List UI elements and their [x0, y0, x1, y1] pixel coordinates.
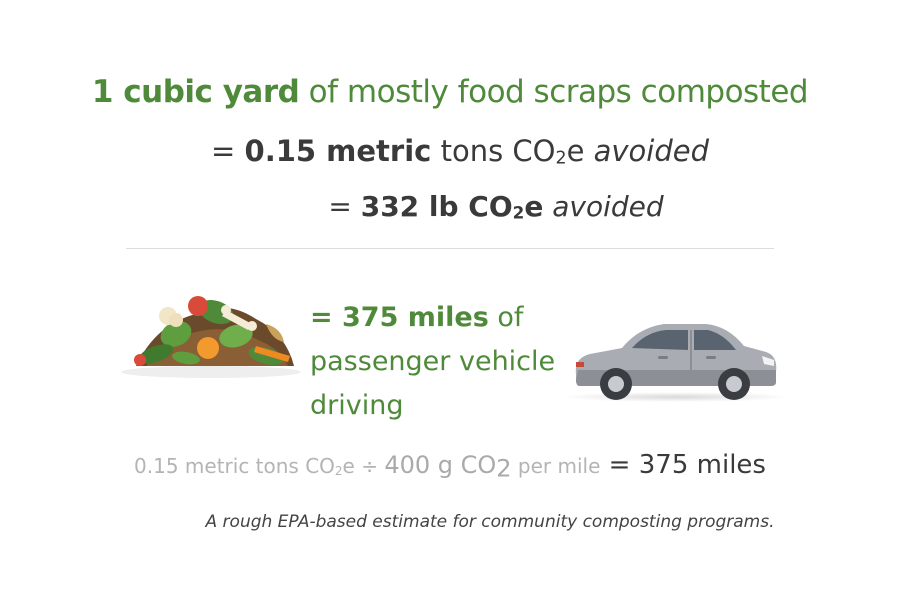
calculation-formula: 0.15 metric tons CO2e ÷ 400 g CO2 per mi…: [0, 450, 900, 483]
metric-tons-avoided: avoided: [584, 134, 710, 168]
headline: 1 cubic yard of mostly food scraps compo…: [0, 74, 900, 110]
driving-miles-value: = 375 miles: [310, 302, 489, 333]
formula-equals: =: [600, 450, 639, 480]
metric-tons-value: 0.15 metric: [244, 134, 432, 168]
formula-tons-sub: 2: [334, 463, 343, 478]
metric-tons-prefix: =: [210, 134, 245, 168]
metric-tons-unit: tons CO: [431, 134, 556, 168]
formula-per-mile: per mile: [511, 454, 601, 478]
pounds-e: e: [524, 190, 544, 223]
section-divider: [126, 248, 774, 249]
metric-tons-line: = 0.15 metric tons CO2e avoided: [0, 134, 900, 169]
driving-equivalent: = 375 miles of passenger vehicle driving: [310, 296, 560, 428]
pounds-value: 332 lb CO: [360, 190, 513, 223]
driving-of: of: [488, 302, 524, 333]
car-shadow: [560, 392, 792, 402]
formula-grams-sub: 2: [496, 454, 512, 483]
pounds-sub: 2: [512, 202, 525, 223]
car-icon: [575, 324, 777, 400]
metric-tons-sub: 2: [555, 148, 567, 169]
formula-result: 375 miles: [638, 450, 766, 480]
pounds-prefix: =: [328, 190, 361, 223]
headline-amount: 1 cubic yard: [91, 74, 300, 110]
headline-rest: of mostly food scraps composted: [299, 74, 809, 110]
pounds-avoided: avoided: [543, 190, 664, 223]
footnote: A rough EPA-based estimate for community…: [205, 512, 775, 532]
metric-tons-e: e: [566, 134, 585, 168]
driving-line-2: passenger vehicle: [310, 346, 556, 377]
driving-line-1: = 375 miles of: [310, 296, 560, 340]
formula-grams: 400 g CO: [384, 451, 497, 479]
formula-tons: 0.15 metric tons CO: [134, 454, 335, 478]
formula-divide: ÷: [354, 454, 385, 478]
driving-line-3: driving: [310, 390, 404, 421]
compost-pile-icon: [121, 296, 301, 378]
formula-tons-e: e: [342, 454, 355, 478]
pounds-line: = 332 lb CO2e avoided: [0, 190, 900, 223]
